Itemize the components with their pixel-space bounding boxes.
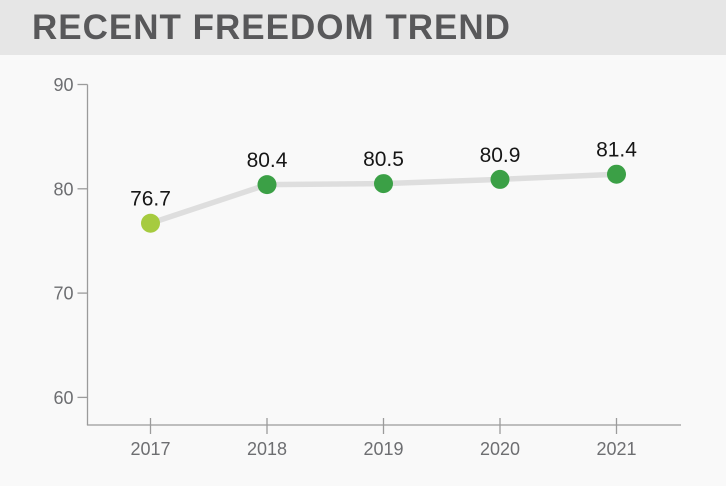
- trend-chart-svg: 90 80 70 60 2017 2018 2019 2020 2021 76.7 80.4 80.5…: [53, 75, 681, 459]
- data-point-label: 80.5: [363, 148, 404, 171]
- data-point: [257, 175, 277, 195]
- x-axis-tick-label: 2020: [480, 439, 520, 459]
- data-point-label: 80.9: [480, 144, 521, 167]
- trend-chart: 90 80 70 60 2017 2018 2019 2020 2021 76.7 80.4 80.5…: [0, 55, 726, 486]
- data-point: [607, 164, 626, 184]
- data-point-label: 80.4: [247, 149, 288, 172]
- data-point-label: 81.4: [596, 139, 637, 162]
- data-point: [374, 174, 393, 194]
- y-axis-tick-label: 70: [53, 284, 73, 304]
- x-axis-tick-label: 2021: [596, 439, 636, 459]
- x-axis-tick-label: 2017: [130, 439, 170, 459]
- x-axis-tick-label: 2018: [247, 439, 287, 459]
- data-point: [141, 213, 160, 233]
- data-point-label: 76.7: [130, 188, 171, 211]
- title-band: RECENT FREEDOM TREND: [0, 0, 726, 55]
- y-axis-tick-label: 90: [53, 75, 73, 95]
- y-axis-tick-label: 80: [53, 179, 73, 199]
- data-point: [490, 169, 510, 189]
- chart-title: RECENT FREEDOM TREND: [32, 7, 511, 47]
- y-axis-tick-label: 60: [53, 388, 73, 408]
- x-axis-tick-label: 2019: [363, 439, 403, 459]
